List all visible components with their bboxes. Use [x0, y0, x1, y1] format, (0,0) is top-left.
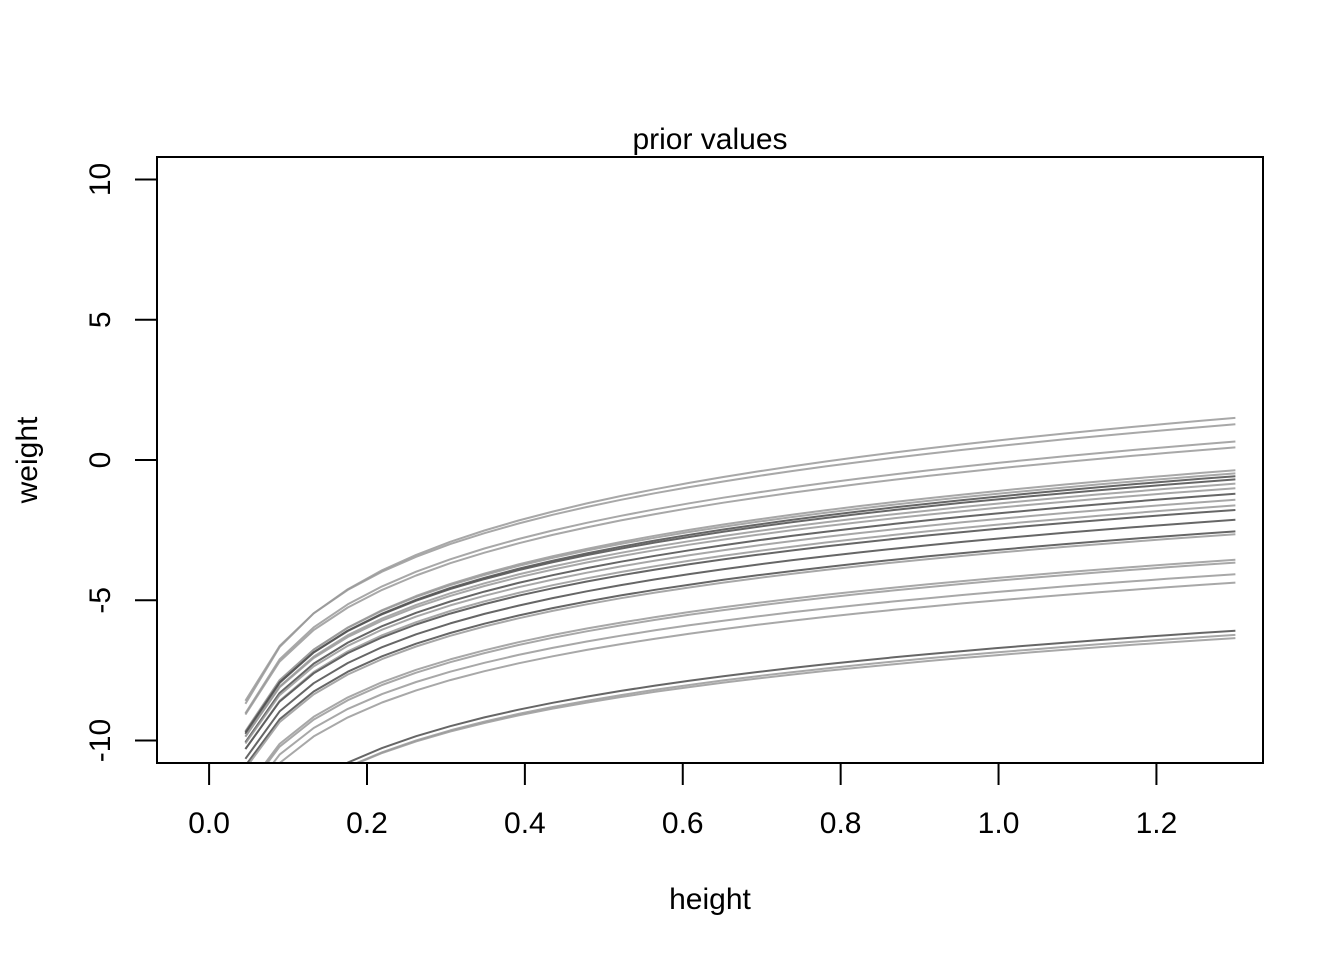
series-line-3 [244, 440, 1236, 714]
y-tick-label: -10 [84, 719, 117, 762]
series-line-12 [244, 498, 1236, 745]
series-line-13 [244, 504, 1236, 750]
y-tick-label: -5 [84, 587, 117, 614]
x-tick-label: 0.2 [346, 807, 388, 840]
series-line-19 [266, 561, 1236, 763]
x-tick-label: 1.0 [978, 807, 1020, 840]
series-line-1 [244, 416, 1236, 705]
series-line-18 [264, 558, 1236, 763]
x-axis-label: height [669, 883, 751, 916]
y-axis-label: weight [11, 416, 44, 504]
x-tick-label: 0.0 [188, 807, 230, 840]
series-line-23 [354, 633, 1236, 763]
y-tick-label: 5 [84, 311, 117, 328]
series-line-15 [244, 518, 1236, 760]
series-line-14 [244, 509, 1236, 750]
series-line-20 [271, 573, 1236, 763]
chart-title: prior values [632, 123, 787, 156]
series-line-11 [244, 492, 1236, 743]
x-tick-label: 1.2 [1136, 807, 1178, 840]
series-line-9 [244, 482, 1236, 738]
series-lines [244, 416, 1236, 763]
x-tick-label: 0.4 [504, 807, 546, 840]
x-axis: 0.0 0.2 0.4 0.6 0.8 1.0 1.2 [188, 762, 1178, 840]
series-line-10 [244, 487, 1236, 738]
series-line-22 [344, 629, 1236, 763]
series-line-24 [355, 637, 1236, 763]
series-line-17 [248, 533, 1236, 763]
series-line-6 [244, 472, 1236, 732]
series-line-8 [244, 478, 1236, 734]
series-line-5 [244, 469, 1236, 734]
series-line-16 [246, 530, 1236, 763]
y-tick-label: 10 [84, 163, 117, 196]
series-line-4 [244, 446, 1236, 716]
x-tick-label: 0.6 [662, 807, 704, 840]
y-tick-label: 0 [84, 452, 117, 469]
series-line-2 [244, 423, 1236, 702]
y-axis: -10 -5 0 5 10 [84, 163, 158, 762]
series-line-21 [278, 581, 1236, 763]
x-tick-label: 0.8 [820, 807, 862, 840]
